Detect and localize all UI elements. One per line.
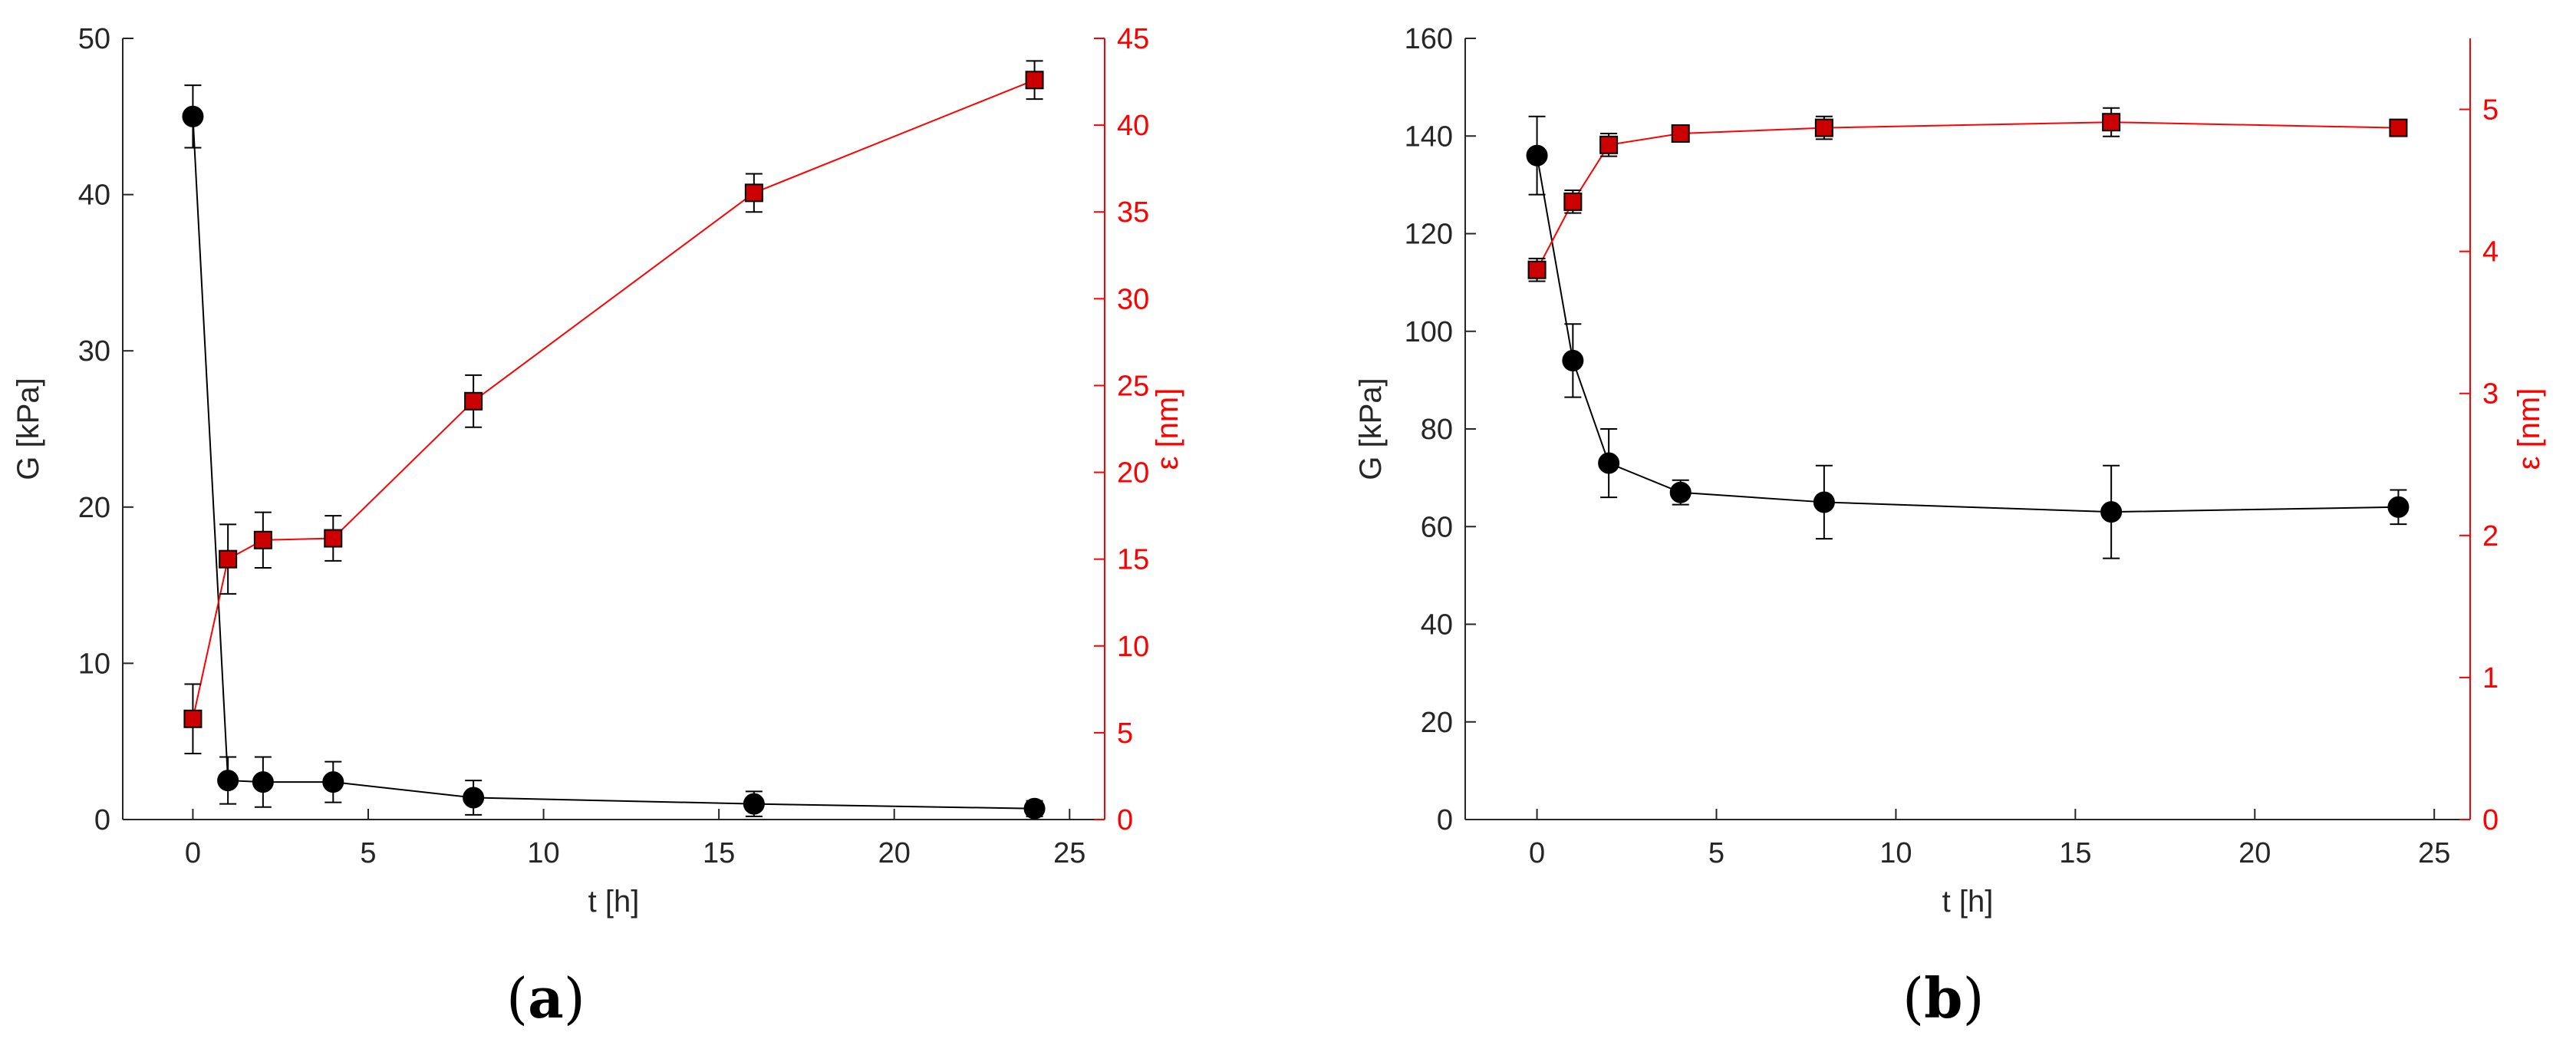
x-tick-label: 0 [1529, 837, 1545, 869]
x-tick-label: 10 [1879, 837, 1912, 869]
y-tick-label-right: 5 [2482, 94, 2499, 127]
g-series-point [322, 771, 344, 793]
epsilon-series-line [192, 79, 1035, 720]
y-axis-label-left: G [kPa] [1354, 378, 1388, 480]
epsilon-series-line [1536, 121, 2399, 271]
y-tick-label-left: 60 [1421, 511, 1453, 543]
x-axis-label: t [h] [588, 885, 640, 919]
y-tick-label-right: 40 [1117, 110, 1149, 142]
epsilon-series-point [464, 391, 483, 411]
epsilon-series-point [2102, 113, 2121, 132]
x-tick-label: 5 [360, 837, 376, 869]
epsilon-series-point [1599, 135, 1619, 154]
epsilon-series-point [324, 529, 343, 548]
panel-label-a: (a) [506, 965, 585, 1031]
epsilon-series-point [1814, 118, 1833, 137]
chart-panel-a: 0 5 10 15 20 25 0 10 20 30 40 50 0 5 10 15 20 25 30 35 40 45 t… [12, 23, 1184, 919]
y-tick-label-left: 80 [1421, 414, 1453, 446]
g-series-line [1536, 155, 2399, 513]
g-series-point [743, 793, 765, 815]
y-tick-label-left: 40 [1421, 609, 1453, 642]
g-series-point [463, 787, 485, 809]
y-tick-label-left: 50 [78, 23, 110, 55]
x-axis-label: t [h] [1942, 885, 1994, 919]
y-tick-label-right: 20 [1117, 457, 1149, 490]
y-tick-label-left: 140 [1405, 120, 1453, 153]
y-tick-label-right: 30 [1117, 283, 1149, 315]
x-tick-label: 20 [878, 837, 911, 869]
y-axis-label-right: ε [nm] [1151, 388, 1184, 470]
x-tick-label: 25 [1053, 837, 1085, 869]
y-tick-label-left: 20 [78, 492, 110, 524]
g-series-point [1813, 491, 1835, 513]
epsilon-series-point [2389, 118, 2408, 137]
g-series-point [1669, 481, 1692, 503]
y-tick-label-left: 20 [1421, 707, 1453, 739]
g-series-point [1023, 797, 1046, 820]
x-tick-label: 20 [2238, 837, 2271, 869]
y-tick-label-left: 120 [1405, 219, 1453, 251]
y-tick-label-left: 160 [1405, 23, 1453, 55]
g-series-point [252, 771, 274, 793]
g-series-point [2387, 496, 2410, 518]
y-tick-label-left: 40 [78, 180, 110, 212]
epsilon-series-point [1025, 71, 1044, 90]
panel-label-b: (b) [1902, 965, 1985, 1031]
epsilon-series-point [1527, 260, 1547, 279]
y-axis-label-left: G [kPa] [12, 378, 45, 480]
y-tick-label-right: 3 [2482, 378, 2499, 411]
y-tick-label-right: 15 [1117, 544, 1149, 576]
epsilon-series-point [744, 183, 763, 203]
y-tick-label-left: 10 [78, 648, 110, 680]
g-series-point [1562, 349, 1584, 371]
g-series-line [192, 116, 1035, 810]
g-series-point [182, 105, 204, 127]
g-series-point [1598, 452, 1620, 474]
epsilon-series-point [219, 549, 238, 569]
g-series-point [217, 770, 239, 792]
y-tick-label-left: 0 [1437, 804, 1453, 836]
y-tick-label-left: 100 [1405, 316, 1453, 348]
x-tick-label: 10 [527, 837, 559, 869]
g-series-point [2100, 501, 2123, 523]
y-tick-label-right: 0 [2482, 804, 2499, 836]
y-tick-label-right: 4 [2482, 236, 2499, 269]
y-tick-label-right: 1 [2482, 662, 2499, 694]
g-series-point [1526, 144, 1548, 167]
epsilon-series-point [1671, 124, 1690, 143]
x-tick-label: 15 [703, 837, 735, 869]
x-tick-label: 15 [2059, 837, 2091, 869]
y-tick-label-right: 25 [1117, 370, 1149, 402]
chart-panel-b: 0 5 10 15 20 25 0 20 40 60 80 100 120 140 160 0 1 2 3 4 5 t [… [1354, 23, 2546, 919]
y-tick-label-right: 45 [1117, 23, 1149, 55]
y-tick-label-left: 30 [78, 335, 110, 368]
y-tick-label-right: 5 [1117, 717, 1133, 750]
epsilon-series-point [183, 709, 203, 728]
y-tick-label-left: 0 [94, 804, 110, 836]
epsilon-series-point [1563, 192, 1583, 211]
y-tick-label-right: 0 [1117, 804, 1133, 836]
x-tick-label: 0 [185, 837, 201, 869]
epsilon-series-point [253, 530, 272, 549]
x-tick-label: 25 [2418, 837, 2450, 869]
x-tick-label: 5 [1708, 837, 1724, 869]
y-axis-label-right: ε [nm] [2512, 388, 2546, 470]
y-tick-label-right: 10 [1117, 631, 1149, 663]
y-tick-label-right: 35 [1117, 196, 1149, 229]
y-tick-label-right: 2 [2482, 520, 2499, 552]
